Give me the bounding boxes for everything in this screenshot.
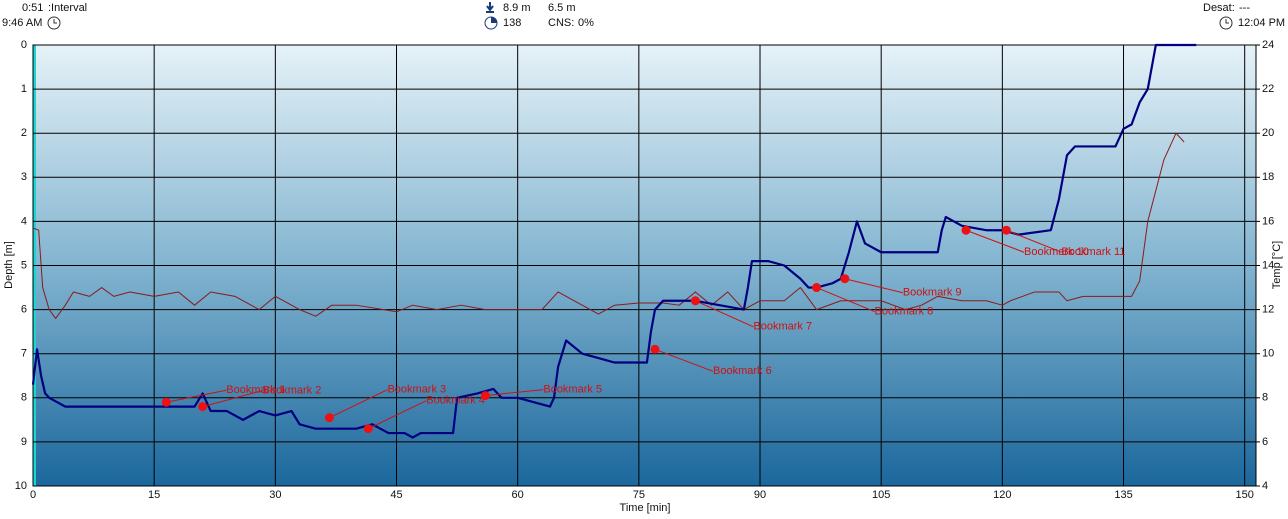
bookmark-marker — [324, 413, 334, 423]
bookmark-label: Bookmark 2 — [263, 385, 322, 397]
y-axis-title: Depth [m] — [3, 241, 15, 289]
bookmark-leader — [816, 287, 875, 313]
max-depth: 8.9 m — [503, 2, 531, 14]
bookmark-leader — [166, 389, 227, 403]
y-tick-label: 7 — [21, 348, 27, 360]
depth-icon — [486, 2, 494, 13]
x-tick-label: 120 — [993, 489, 1011, 501]
cns-value: 0% — [578, 17, 594, 29]
interval-time: 0:51 — [22, 2, 43, 14]
sac-value: 138 — [503, 17, 521, 29]
y-tick-label: 2 — [21, 127, 27, 139]
y-tick-label: 5 — [21, 259, 27, 271]
bookmark-marker — [690, 296, 700, 306]
bookmark-leader — [329, 389, 388, 419]
bookmark-leader — [1006, 229, 1062, 253]
bookmark-marker — [961, 225, 971, 235]
y2-tick-label: 8 — [1262, 392, 1268, 404]
bookmark-label: Bookmark 5 — [543, 384, 602, 396]
bookmark-label: Bookmark 11 — [1061, 246, 1125, 258]
y2-tick-label: 10 — [1262, 348, 1274, 360]
bookmark-leader — [654, 348, 714, 372]
x-tick-label: 135 — [1114, 489, 1132, 501]
y-tick-label: 9 — [21, 436, 27, 448]
desat-value: --- — [1239, 2, 1250, 14]
bookmark-marker — [1001, 225, 1011, 235]
y2-tick-label: 4 — [1262, 480, 1268, 492]
x-tick-label: 105 — [872, 489, 890, 501]
sac-icon — [484, 16, 498, 30]
x-tick-label: 60 — [512, 489, 524, 501]
bookmark-marker — [198, 402, 208, 412]
x-tick-label: 15 — [148, 489, 160, 501]
bookmark-marker — [650, 344, 660, 354]
y2-tick-label: 18 — [1262, 171, 1274, 183]
interval-label: :Interval — [48, 2, 87, 14]
bookmark-label: Bookmark 7 — [753, 321, 812, 333]
y-tick-label: 6 — [21, 304, 27, 316]
y2-tick-label: 12 — [1262, 304, 1274, 316]
bookmark-label: Bookmark 10 — [1024, 246, 1089, 258]
bookmark-label: Bookmark 1 — [226, 384, 285, 396]
x-tick-label: 30 — [269, 489, 281, 501]
bookmark-marker — [480, 391, 490, 401]
x-tick-label: 150 — [1236, 489, 1254, 501]
plot-border — [32, 44, 1257, 487]
clock-icon — [1219, 16, 1233, 30]
bookmark-leader — [368, 400, 427, 430]
bookmark-label: Bookmark 3 — [387, 384, 446, 396]
y2-axis-title: Temp [°C] — [1271, 241, 1283, 289]
y2-tick-label: 24 — [1262, 39, 1274, 51]
start-time: 9:46 AM — [2, 17, 42, 29]
bookmark-label: Bookmark 6 — [713, 365, 772, 377]
y2-tick-label: 16 — [1262, 215, 1274, 227]
x-axis-title: Time [min] — [620, 502, 671, 514]
y2-tick-label: 14 — [1262, 259, 1274, 271]
y-tick-label: 10 — [15, 480, 27, 492]
bookmark-leader — [844, 278, 903, 294]
bookmark-leader — [965, 229, 1025, 253]
y2-tick-label: 6 — [1262, 436, 1268, 448]
bookmark-label: Bookmark 9 — [903, 287, 962, 299]
y-tick-label: 1 — [21, 83, 27, 95]
y2-tick-label: 22 — [1262, 83, 1274, 95]
bookmark-leader — [485, 389, 544, 397]
bookmark-marker — [161, 397, 171, 407]
desat-label: Desat: — [1203, 2, 1235, 14]
avg-depth: 6.5 m — [548, 2, 576, 14]
y-tick-label: 0 — [21, 39, 27, 51]
x-tick-label: 90 — [754, 489, 766, 501]
y-tick-label: 4 — [21, 215, 27, 227]
cns-label: CNS: — [548, 17, 574, 29]
y-tick-label: 3 — [21, 171, 27, 183]
bookmark-leader — [695, 300, 754, 328]
bookmark-marker — [812, 283, 822, 293]
bookmark-label: Bookmark 8 — [875, 305, 934, 317]
y-tick-label: 8 — [21, 392, 27, 404]
temperature-line — [32, 132, 1185, 319]
bookmark-leader — [202, 390, 263, 408]
clock-icon — [47, 16, 61, 30]
x-tick-label: 45 — [390, 489, 402, 501]
x-tick-label: 75 — [633, 489, 645, 501]
bookmark-label: Bookmark 4 — [426, 395, 485, 407]
x-tick-label: 0 — [30, 489, 36, 501]
bookmark-marker — [840, 274, 850, 284]
end-time: 12:04 PM — [1238, 17, 1285, 29]
bookmark-marker — [363, 424, 373, 434]
y2-tick-label: 20 — [1262, 127, 1274, 139]
